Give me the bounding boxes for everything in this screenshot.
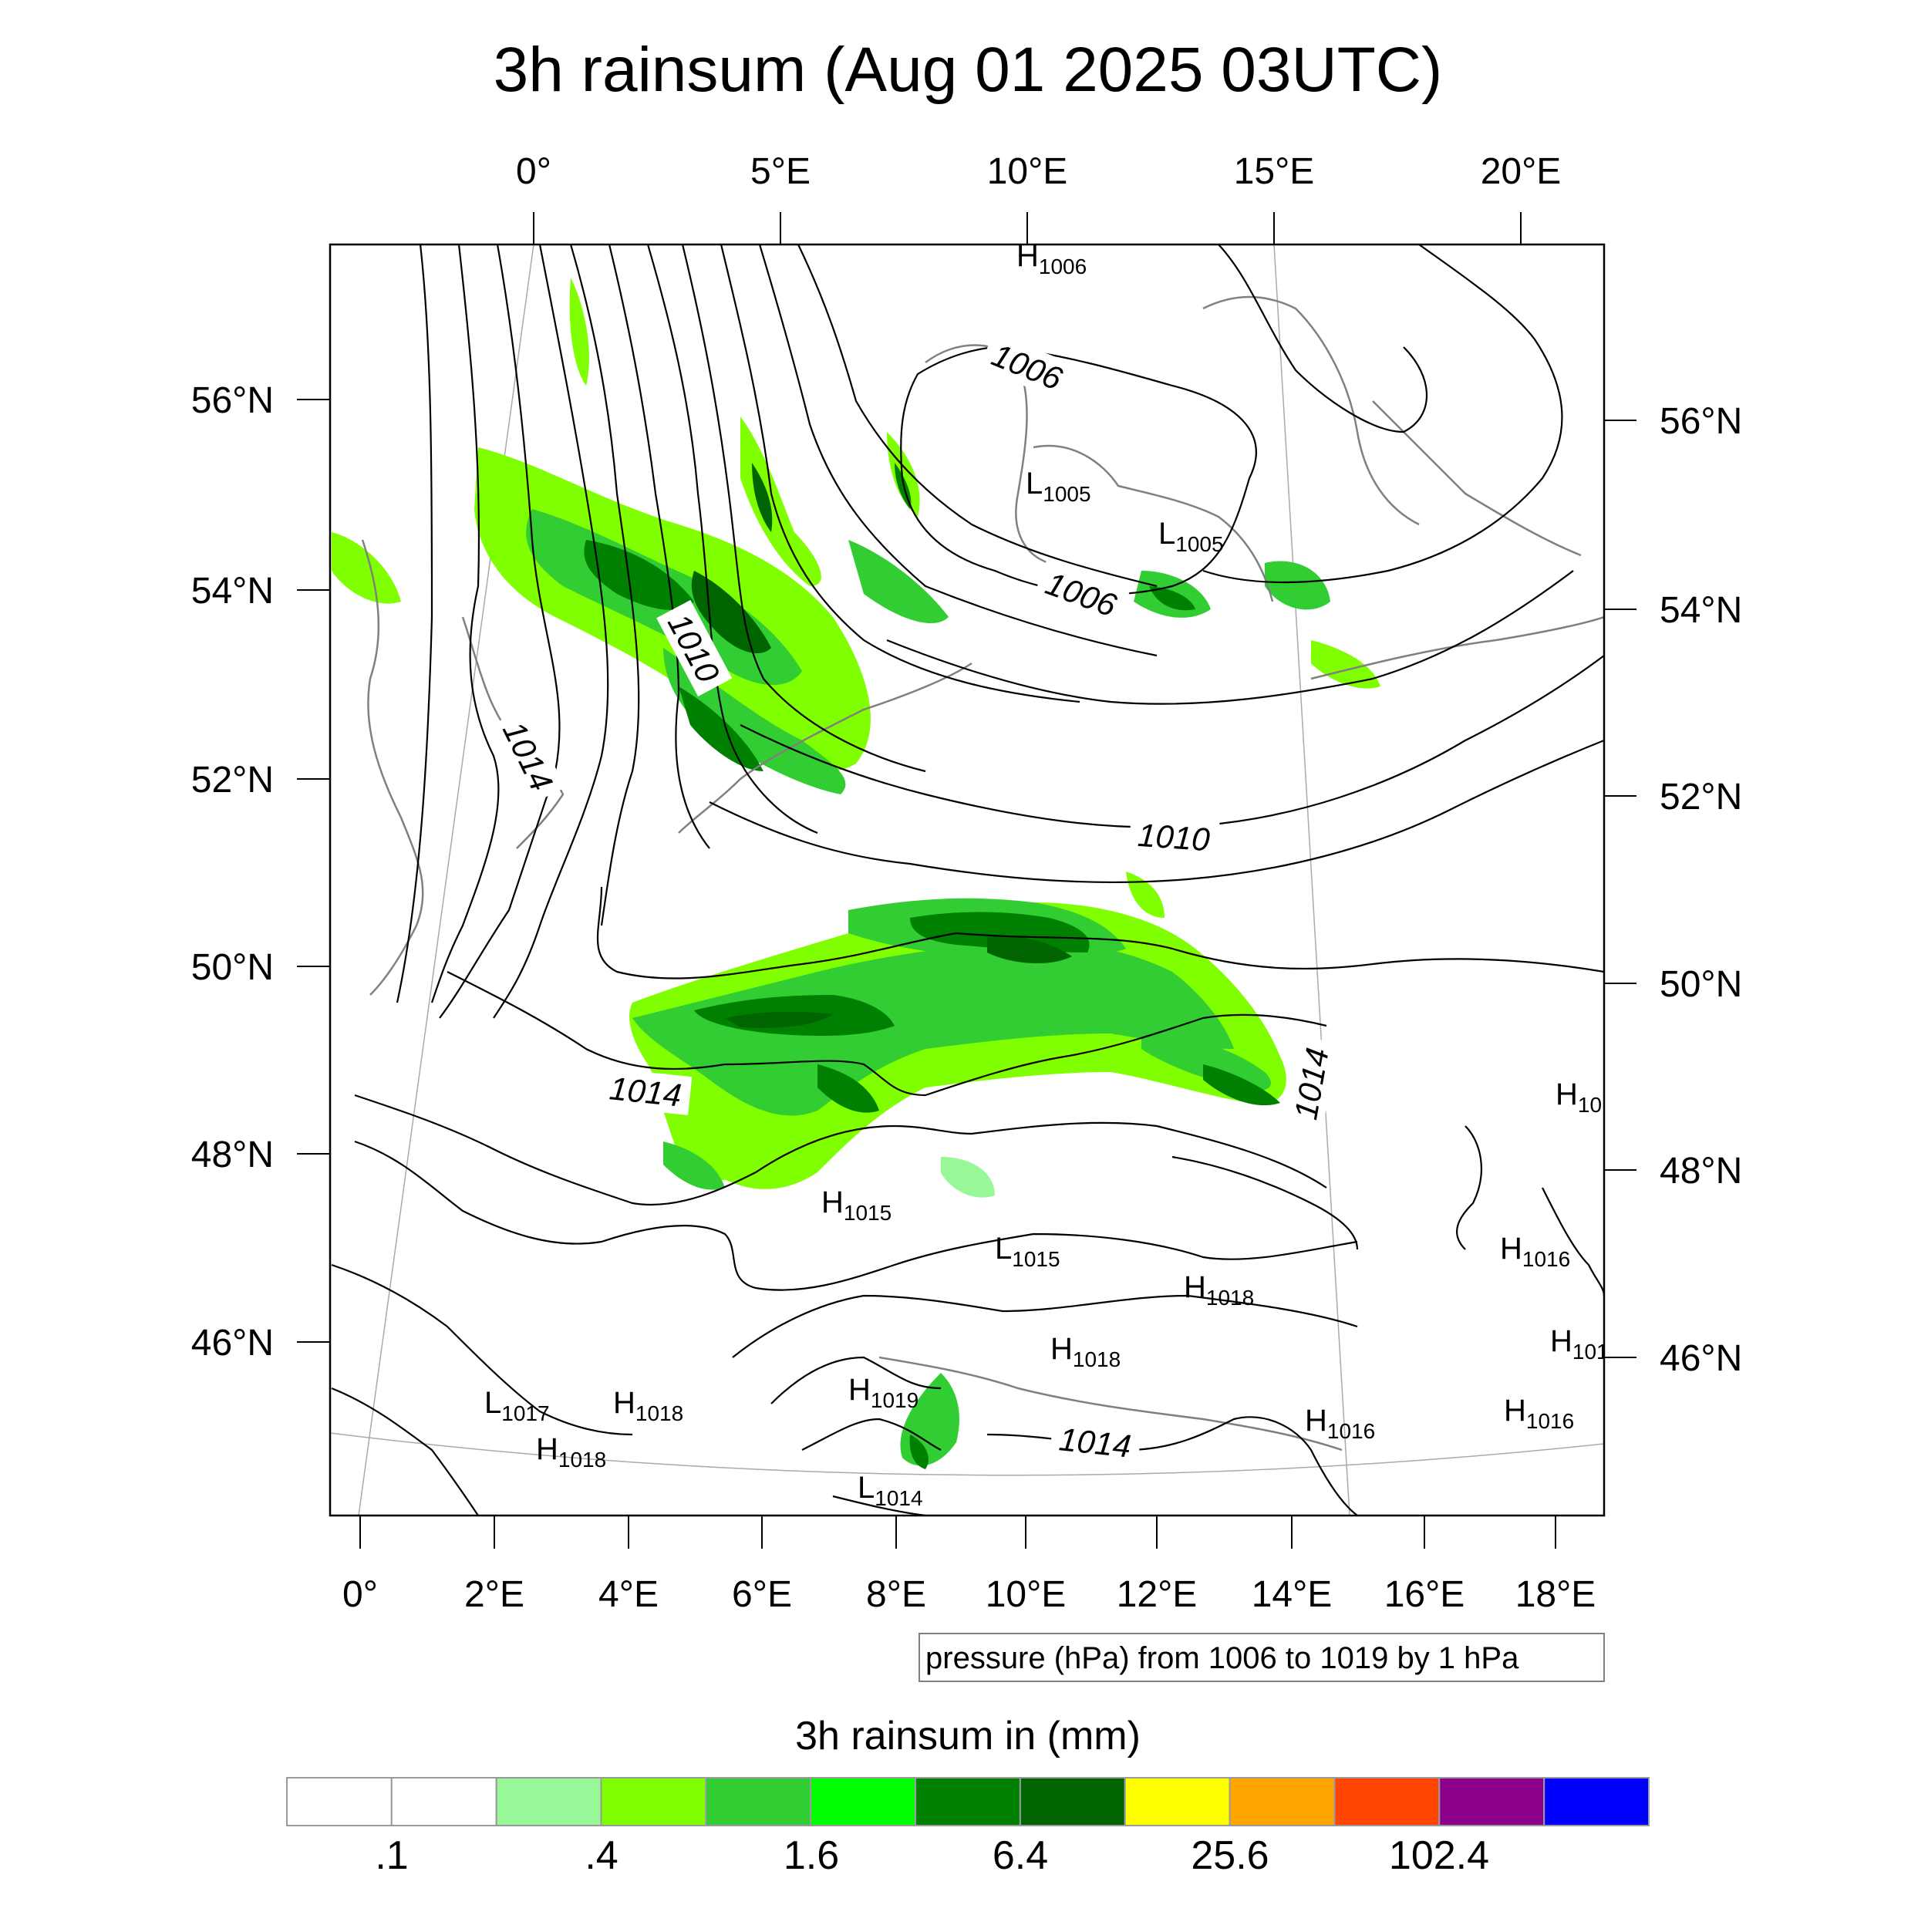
pressure-center-h-10: H10 xyxy=(1556,1077,1602,1117)
right-lat-label-50n: 50°N xyxy=(1660,964,1742,1005)
rain-shading xyxy=(332,278,1380,1469)
pressure-center-h-1019: H1019 xyxy=(848,1373,918,1412)
bottom-longitude-ticks xyxy=(359,1516,1556,1549)
colorbar-label-102.4: 102.4 xyxy=(1389,1833,1489,1878)
colorbar-box-6 xyxy=(915,1777,1021,1826)
colorbar-label-25.6: 25.6 xyxy=(1191,1833,1269,1878)
top-longitude-ticks xyxy=(533,212,1522,244)
colorbar-label-6.4: 6.4 xyxy=(993,1833,1048,1878)
top-lon-label-5e: 5°E xyxy=(750,151,811,192)
top-lon-label-0: 0° xyxy=(516,151,551,192)
pressure-center-l-1005-west: L1005 xyxy=(1026,467,1091,506)
contour-info-text: pressure (hPa) from 1006 to 1019 by 1 hP… xyxy=(925,1641,1519,1675)
left-lat-label-56n: 56°N xyxy=(191,380,274,421)
pressure-center-l-1015: L1015 xyxy=(995,1232,1060,1271)
top-lon-label-20e: 20°E xyxy=(1481,151,1562,192)
pressure-center-h-1016-adriatic: H1016 xyxy=(1305,1404,1375,1443)
right-lat-label-52n: 52°N xyxy=(1660,777,1742,818)
pressure-center-h-1018-southwest: H1018 xyxy=(536,1432,606,1472)
right-lat-label-48n: 48°N xyxy=(1660,1151,1742,1192)
pressure-center-l-1014: L1014 xyxy=(858,1471,923,1510)
bottom-lon-label-0: 0° xyxy=(342,1574,378,1615)
left-lat-label-54n: 54°N xyxy=(191,571,274,612)
colorbar-title: 3h rainsum in (mm) xyxy=(795,1714,1141,1758)
pressure-center-h-1006: H1006 xyxy=(1016,239,1087,278)
pressure-center-l-1005-east: L1005 xyxy=(1158,517,1224,556)
colorbar-box-5 xyxy=(810,1777,916,1826)
contour-info-box xyxy=(918,1633,1605,1682)
left-lat-label-50n: 50°N xyxy=(191,947,274,988)
pressure-center-h-1016-east: H1016 xyxy=(1500,1232,1570,1271)
pressure-center-h-1015: H1015 xyxy=(821,1185,892,1225)
left-lat-label-48n: 48°N xyxy=(191,1135,274,1175)
left-lat-label-46n: 46°N xyxy=(191,1323,274,1364)
colorbar-box-0 xyxy=(286,1777,393,1826)
colorbar-box-7 xyxy=(1019,1777,1126,1826)
bottom-lon-label-4e: 4°E xyxy=(598,1574,659,1615)
bottom-lon-label-10e: 10°E xyxy=(986,1574,1067,1615)
pressure-center-l-1017: L1017 xyxy=(484,1386,550,1425)
right-latitude-ticks xyxy=(1604,420,1636,1358)
contour-label-1010-east: 1010 xyxy=(1137,817,1212,858)
contour-labels: 1006 1006 1010 1010 1014 1014 1014 1014 xyxy=(491,332,1338,1466)
right-lat-label-46n: 46°N xyxy=(1660,1338,1742,1379)
colorbar-box-11 xyxy=(1438,1777,1545,1826)
top-lon-label-10e: 10°E xyxy=(987,151,1068,192)
left-latitude-ticks xyxy=(297,399,330,1343)
colorbar-box-9 xyxy=(1229,1777,1336,1826)
map-panel: 1006 1006 1010 1010 1014 1014 1014 1014 … xyxy=(330,239,1609,1516)
colorbar xyxy=(286,1777,1650,1826)
bottom-lon-label-12e: 12°E xyxy=(1117,1574,1198,1615)
bottom-lon-label-8e: 8°E xyxy=(866,1574,926,1615)
contour-label-1014-central: 1014 xyxy=(608,1070,683,1114)
pressure-center-h-1018-west: H1018 xyxy=(613,1386,683,1425)
colorbar-label-1.6: 1.6 xyxy=(784,1833,839,1878)
right-lat-label-54n: 54°N xyxy=(1660,590,1742,631)
colorbar-label-0.4: .4 xyxy=(585,1833,618,1878)
pressure-center-h-1018-east: H1018 xyxy=(1184,1270,1254,1310)
left-lat-label-52n: 52°N xyxy=(191,760,274,801)
bottom-lon-label-14e: 14°E xyxy=(1252,1574,1333,1615)
colorbar-box-8 xyxy=(1124,1777,1231,1826)
bottom-lon-label-16e: 16°E xyxy=(1384,1574,1465,1615)
contour-label-1014-south: 1014 xyxy=(1057,1421,1133,1465)
colorbar-box-12 xyxy=(1543,1777,1650,1826)
bottom-lon-label-6e: 6°E xyxy=(732,1574,792,1615)
map-title: 3h rainsum (Aug 01 2025 03UTC) xyxy=(494,35,1443,105)
colorbar-box-2 xyxy=(495,1777,602,1826)
pressure-centers: H1006 L1005 L1005 H10 H1015 L1015 H1018 … xyxy=(484,239,1609,1510)
pressure-center-h-1018-central: H1018 xyxy=(1050,1332,1121,1371)
right-lat-label-56n: 56°N xyxy=(1660,401,1742,442)
bottom-lon-label-18e: 18°E xyxy=(1515,1574,1596,1615)
top-lon-label-15e: 15°E xyxy=(1234,151,1315,192)
colorbar-box-4 xyxy=(705,1777,812,1826)
colorbar-box-1 xyxy=(390,1777,497,1826)
map-border xyxy=(329,243,1606,1517)
colorbar-box-10 xyxy=(1333,1777,1441,1826)
isobars xyxy=(331,244,1604,1516)
pressure-center-h-1016-southeast: H1016 xyxy=(1504,1394,1574,1433)
colorbar-box-3 xyxy=(600,1777,707,1826)
bottom-lon-label-2e: 2°E xyxy=(464,1574,524,1615)
pressure-center-h-101: H101 xyxy=(1550,1324,1609,1364)
colorbar-label-0.1: .1 xyxy=(375,1833,408,1878)
